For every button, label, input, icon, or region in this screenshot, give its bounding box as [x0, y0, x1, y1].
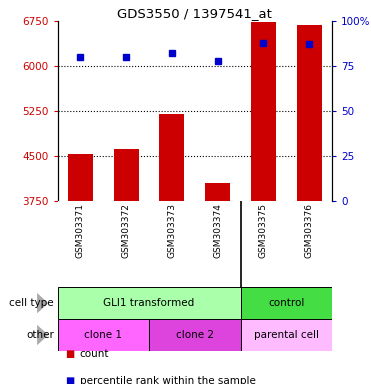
Text: GSM303371: GSM303371: [76, 204, 85, 258]
Text: cell type: cell type: [9, 298, 54, 308]
Bar: [296, 25, 322, 384]
Text: GSM303374: GSM303374: [213, 204, 222, 258]
Text: percentile rank within the sample: percentile rank within the sample: [80, 376, 256, 384]
Bar: [68, 154, 93, 384]
Bar: [240, 319, 332, 351]
Bar: [205, 183, 230, 384]
Text: GSM303375: GSM303375: [259, 204, 268, 258]
Text: control: control: [268, 298, 305, 308]
Bar: [240, 287, 332, 319]
Text: parental cell: parental cell: [254, 330, 319, 340]
Text: ■: ■: [65, 349, 74, 359]
Text: count: count: [80, 349, 109, 359]
Text: clone 1: clone 1: [84, 330, 122, 340]
Bar: [251, 22, 276, 384]
Bar: [58, 319, 149, 351]
Bar: [58, 287, 240, 319]
Text: other: other: [26, 330, 54, 340]
Text: GSM303373: GSM303373: [167, 204, 176, 258]
Bar: [149, 319, 240, 351]
Polygon shape: [37, 293, 48, 313]
Bar: [114, 149, 139, 384]
Title: GDS3550 / 1397541_at: GDS3550 / 1397541_at: [117, 7, 272, 20]
Text: GSM303376: GSM303376: [305, 204, 313, 258]
Text: ■: ■: [65, 376, 74, 384]
Text: GLI1 transformed: GLI1 transformed: [104, 298, 195, 308]
Bar: [159, 114, 184, 384]
Polygon shape: [37, 325, 48, 345]
Text: GSM303372: GSM303372: [122, 204, 131, 258]
Text: clone 2: clone 2: [176, 330, 214, 340]
